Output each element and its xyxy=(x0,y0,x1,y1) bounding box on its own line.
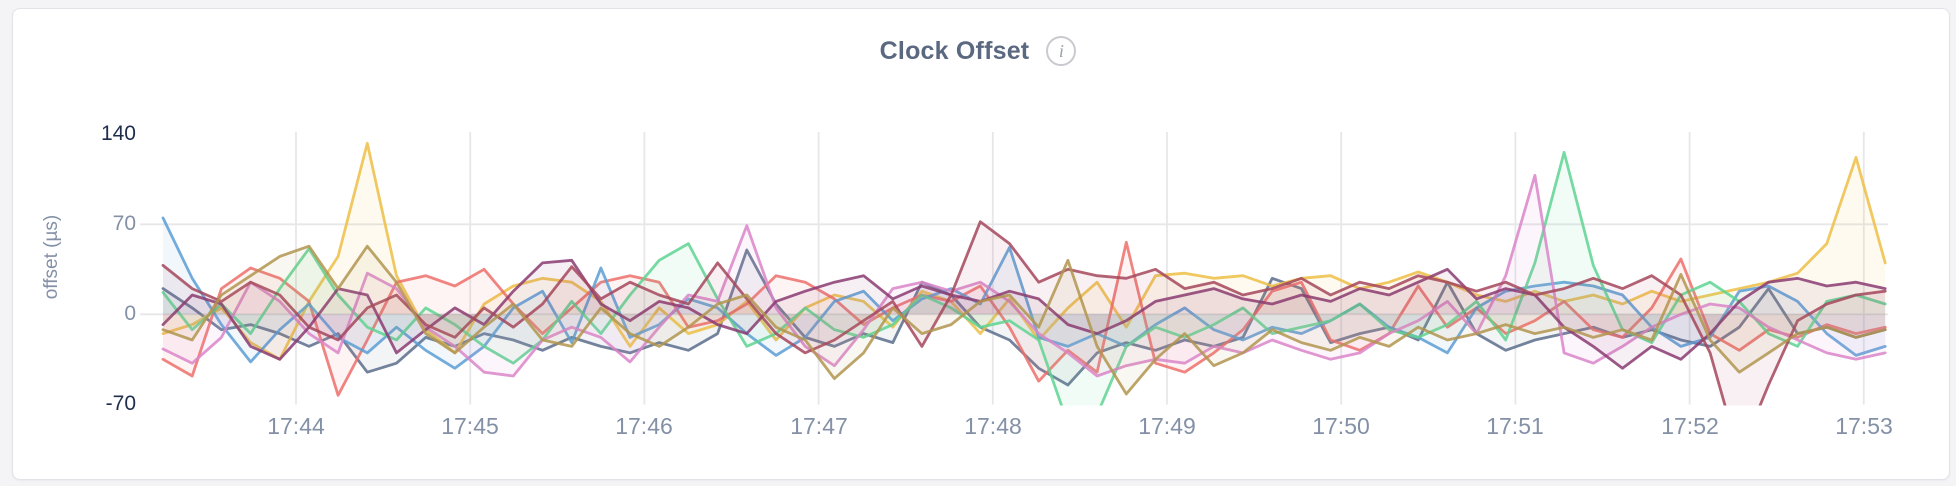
info-icon[interactable]: i xyxy=(1046,36,1077,66)
x-tick-17-52: 17:52 xyxy=(1661,413,1719,439)
chart-header: Clock Offset i xyxy=(0,36,1956,66)
series-line xyxy=(161,258,1887,370)
series-fill xyxy=(163,260,1886,369)
series-series-8 xyxy=(161,220,1887,406)
series-fill xyxy=(163,175,1886,376)
series-series-7 xyxy=(161,258,1887,370)
y-tick-140: 140 xyxy=(100,122,136,145)
x-tick-17-49: 17:49 xyxy=(1138,413,1196,439)
series-fill xyxy=(163,246,1886,394)
y-tick-0: 0 xyxy=(124,302,136,325)
chart-title: Clock Offset xyxy=(879,36,1030,65)
series-series-5 xyxy=(161,150,1887,406)
x-tick-17-53: 17:53 xyxy=(1835,413,1893,439)
x-tick-17-48: 17:48 xyxy=(964,413,1022,439)
series-line xyxy=(161,244,1887,396)
series-line xyxy=(161,150,1887,406)
x-tick-17-47: 17:47 xyxy=(790,413,848,439)
series-line xyxy=(161,173,1887,378)
series-fill xyxy=(163,152,1886,406)
x-tick-17-45: 17:45 xyxy=(441,413,499,439)
x-tick-17-44: 17:44 xyxy=(267,413,325,439)
y-tick-neg70: -70 xyxy=(105,392,136,415)
series-line xyxy=(161,216,1887,370)
series-fill xyxy=(163,221,1886,406)
plot-hover-area[interactable] xyxy=(140,132,1888,405)
grid xyxy=(140,132,1888,405)
chart-card xyxy=(12,8,1950,480)
x-tick-17-46: 17:46 xyxy=(615,413,673,439)
series-series-4 xyxy=(161,216,1887,370)
x-tick-17-50: 17:50 xyxy=(1312,413,1370,439)
series-fill xyxy=(163,143,1886,360)
series-series-6 xyxy=(161,173,1887,378)
series-line xyxy=(161,240,1887,397)
series-line xyxy=(161,220,1887,406)
series-series-9 xyxy=(161,244,1887,396)
y-tick-70: 70 xyxy=(112,212,136,235)
x-tick-17-51: 17:51 xyxy=(1486,413,1544,439)
